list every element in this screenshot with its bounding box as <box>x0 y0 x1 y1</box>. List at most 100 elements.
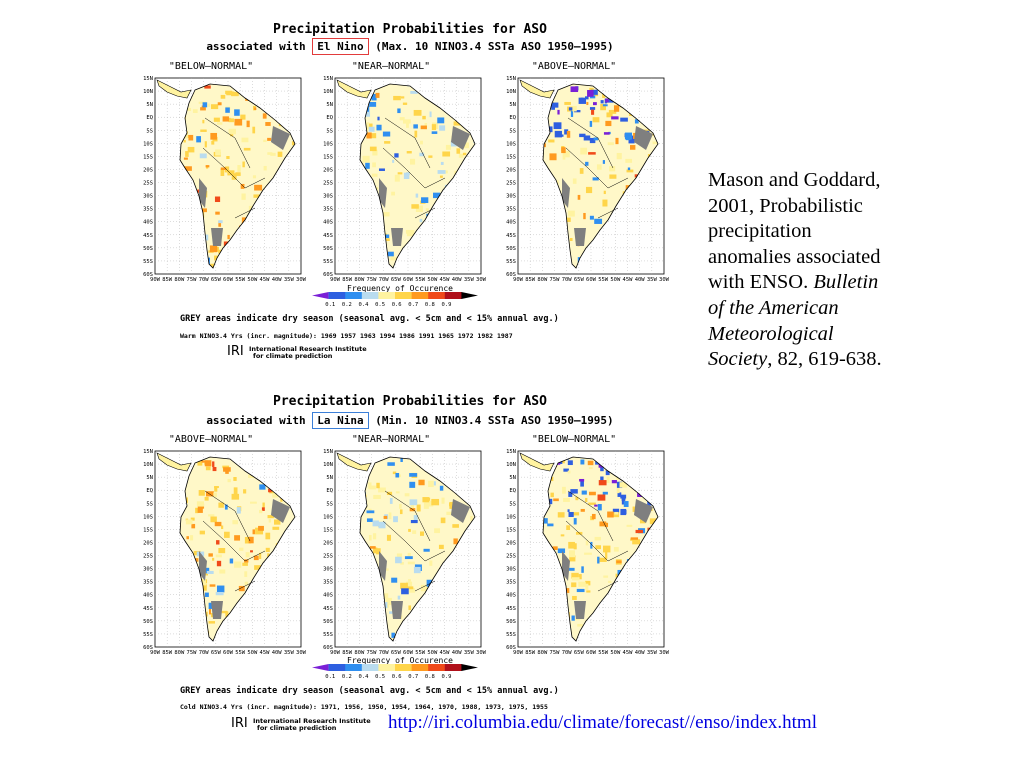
svg-text:40W: 40W <box>635 277 646 283</box>
svg-text:50W: 50W <box>247 650 258 656</box>
svg-text:30S: 30S <box>323 567 333 573</box>
svg-text:50W: 50W <box>247 277 258 283</box>
legend-swatch <box>444 292 462 299</box>
svg-text:65W: 65W <box>574 650 585 656</box>
svg-text:40S: 40S <box>143 220 153 226</box>
svg-text:90W: 90W <box>513 277 524 283</box>
precip-map-above-normal-la-nina: 15N 10N 5N EQ 5S 10S 15S 20S 25S 30S 35S 40S 45S 50S 5… <box>143 449 307 656</box>
svg-text:5S: 5S <box>146 128 153 134</box>
svg-text:15N: 15N <box>143 76 153 82</box>
svg-text:60W: 60W <box>586 650 597 656</box>
svg-text:0.1: 0.1 <box>325 302 335 308</box>
svg-text:85W: 85W <box>342 650 353 656</box>
svg-text:0.2: 0.2 <box>342 674 352 680</box>
svg-text:30S: 30S <box>323 194 333 200</box>
svg-text:75W: 75W <box>187 650 198 656</box>
svg-text:5N: 5N <box>146 102 153 108</box>
svg-text:20S: 20S <box>143 167 153 173</box>
svg-text:25S: 25S <box>143 554 153 560</box>
svg-text:5S: 5S <box>146 501 153 507</box>
svg-text:80W: 80W <box>537 277 548 283</box>
svg-text:80W: 80W <box>174 277 185 283</box>
svg-text:5S: 5S <box>509 128 516 134</box>
precip-map-near-normal-el-nino: 15N 10N 5N EQ 5S 10S 15S 20S 25S 30S 35S 40S 45S 50S 5… <box>323 76 487 283</box>
svg-text:60S: 60S <box>323 272 333 278</box>
svg-text:5N: 5N <box>509 102 516 108</box>
enso-years: Warm NINO3.4 Yrs (incr. magnitude): 1969… <box>180 332 513 340</box>
svg-text:75W: 75W <box>550 277 561 283</box>
svg-text:35S: 35S <box>143 580 153 586</box>
svg-text:45S: 45S <box>323 606 333 612</box>
svg-text:25S: 25S <box>143 181 153 187</box>
svg-text:20S: 20S <box>506 167 516 173</box>
svg-text:0.7: 0.7 <box>408 302 418 308</box>
legend-title: Frequency of Occurence <box>347 656 453 665</box>
svg-text:0.8: 0.8 <box>425 302 435 308</box>
legend-swatch <box>461 664 478 671</box>
svg-text:15N: 15N <box>143 449 153 455</box>
svg-text:70W: 70W <box>199 277 210 283</box>
svg-text:35S: 35S <box>506 580 516 586</box>
legend-title: Frequency of Occurence <box>347 284 453 293</box>
svg-text:35S: 35S <box>323 207 333 213</box>
svg-text:0.5: 0.5 <box>375 302 385 308</box>
citation-journal: Bulletin of the American Meteorological … <box>708 271 879 371</box>
legend-swatch <box>395 664 412 671</box>
svg-text:55W: 55W <box>235 650 246 656</box>
legend-swatch <box>428 664 446 671</box>
map-title: "ABOVE–NORMAL" <box>531 61 617 72</box>
precip-map-below-normal-la-nina: 15N 10N 5N EQ 5S 10S 15S 20S 25S 30S 35S 40S 45S 50S 5… <box>506 449 670 656</box>
svg-text:40W: 40W <box>272 650 283 656</box>
svg-text:60S: 60S <box>323 645 333 651</box>
iri-name-line2: for climate prediction <box>253 352 333 360</box>
svg-text:EQ: EQ <box>509 115 516 121</box>
legend-swatch <box>444 664 462 671</box>
svg-text:35W: 35W <box>464 650 475 656</box>
svg-text:60W: 60W <box>403 277 414 283</box>
svg-text:5N: 5N <box>509 475 516 481</box>
subtitle-suffix: (Max. 10 NINO3.4 SSTa ASO 1950–1995) <box>375 40 614 53</box>
iri-name-line1: International Research Institute <box>249 345 367 353</box>
citation-volume: , 82, 619-638. <box>767 348 882 371</box>
svg-text:20S: 20S <box>323 540 333 546</box>
svg-text:EQ: EQ <box>146 115 153 121</box>
svg-text:EQ: EQ <box>326 488 333 494</box>
svg-text:40S: 40S <box>506 220 516 226</box>
svg-text:50W: 50W <box>610 277 621 283</box>
svg-text:15S: 15S <box>323 154 333 160</box>
svg-text:35S: 35S <box>323 580 333 586</box>
svg-text:65W: 65W <box>574 277 585 283</box>
svg-text:20S: 20S <box>506 540 516 546</box>
svg-text:0.7: 0.7 <box>408 674 418 680</box>
svg-text:55S: 55S <box>506 632 516 638</box>
source-url-link[interactable]: http://iri.columbia.edu/climate/forecast… <box>388 712 817 733</box>
svg-text:60W: 60W <box>403 650 414 656</box>
svg-text:15S: 15S <box>323 527 333 533</box>
svg-text:55S: 55S <box>323 259 333 265</box>
legend-swatch <box>328 292 346 299</box>
legend-swatch <box>378 664 396 671</box>
svg-text:85W: 85W <box>342 277 353 283</box>
svg-text:5S: 5S <box>326 128 333 134</box>
svg-text:50W: 50W <box>427 277 438 283</box>
svg-text:55W: 55W <box>598 650 609 656</box>
precip-map-above-normal-el-nino: 15N 10N 5N EQ 5S 10S 15S 20S 25S 30S 35S 40S 45S 50S 5… <box>506 76 670 283</box>
svg-text:40S: 40S <box>506 593 516 599</box>
svg-text:25S: 25S <box>323 181 333 187</box>
svg-text:50S: 50S <box>143 619 153 625</box>
svg-text:40S: 40S <box>143 593 153 599</box>
svg-text:45S: 45S <box>323 233 333 239</box>
svg-text:10N: 10N <box>143 89 153 95</box>
svg-text:10S: 10S <box>506 141 516 147</box>
svg-text:35W: 35W <box>647 277 658 283</box>
svg-text:60W: 60W <box>223 277 234 283</box>
iri-logo: IRI <box>231 716 248 731</box>
svg-text:15N: 15N <box>323 76 333 82</box>
svg-text:15N: 15N <box>506 76 516 82</box>
svg-text:70W: 70W <box>199 650 210 656</box>
svg-text:30S: 30S <box>143 567 153 573</box>
svg-text:55W: 55W <box>415 277 426 283</box>
legend-swatch <box>461 292 478 299</box>
svg-text:30W: 30W <box>296 277 307 283</box>
map-title: "ABOVE–NORMAL" <box>168 434 254 445</box>
